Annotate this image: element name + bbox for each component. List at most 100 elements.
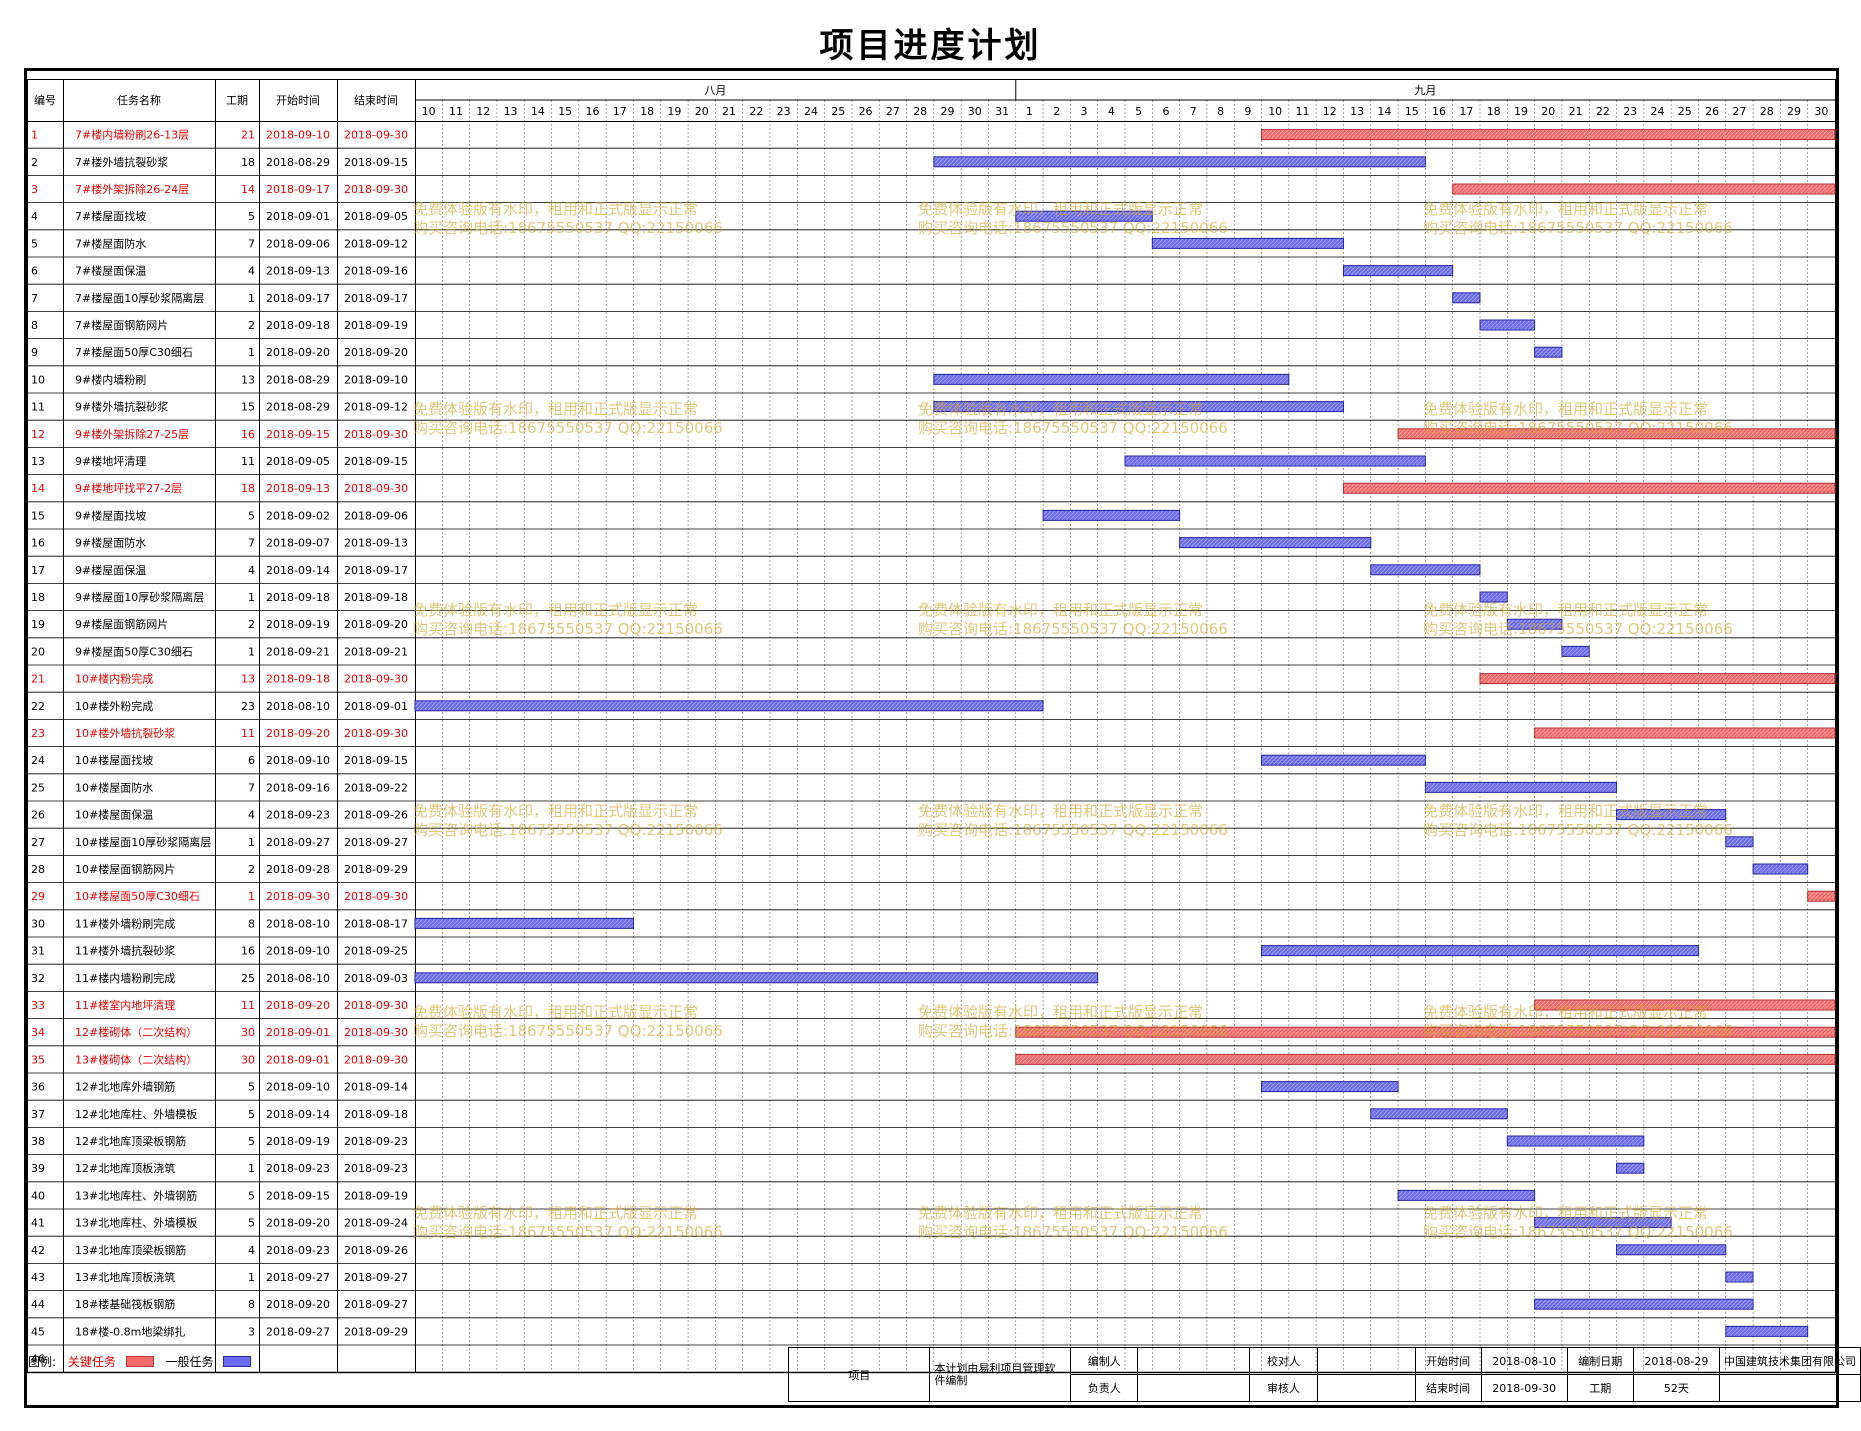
critical-task-bar [1342, 482, 1836, 494]
task-id: 10 [31, 373, 45, 386]
task-duration: 1 [248, 346, 255, 359]
task-id: 45 [31, 1325, 45, 1338]
task-name: 9#楼外墙抗裂砂浆 [75, 400, 168, 414]
task-id: 13 [31, 455, 45, 468]
task-id: 42 [31, 1244, 45, 1257]
footer-company: 中国建筑技术集团有限公司 [1718, 1347, 1861, 1375]
task-id: 25 [31, 781, 45, 794]
normal-task-bar [1479, 591, 1508, 603]
task-end: 2018-09-27 [344, 836, 408, 849]
task-start: 2018-09-10 [266, 1081, 330, 1094]
normal-task-bar [1397, 1189, 1536, 1201]
normal-task-bar [414, 700, 1044, 712]
task-name: 11#楼室内地坪清理 [75, 998, 175, 1012]
day-label: 18 [640, 105, 654, 118]
task-duration: 5 [248, 1135, 255, 1148]
day-label: 21 [1569, 105, 1583, 118]
task-name: 7#楼内墙粉刷26-13层 [75, 128, 189, 142]
normal-task-bar [414, 917, 634, 929]
task-duration: 4 [248, 564, 255, 577]
normal-task-bar [1370, 1108, 1508, 1120]
task-end: 2018-09-27 [344, 1298, 408, 1311]
day-label: 4 [1108, 105, 1115, 118]
footer-duration-label: 工期 [1566, 1374, 1634, 1402]
task-id: 2 [31, 156, 38, 169]
task-id: 6 [31, 265, 38, 278]
day-label: 23 [1623, 105, 1637, 118]
normal-task-bar [933, 401, 1344, 413]
gantt-sheet: 编号 任务名称 工期 开始时间 结束时间 八月 九月 10 11 12 13 14 15 16 17 18 19… [24, 68, 1839, 1408]
task-end: 2018-09-05 [344, 210, 408, 223]
day-label: 22 [749, 105, 763, 118]
task-start: 2018-09-20 [266, 727, 330, 740]
day-label: 20 [1541, 105, 1555, 118]
task-name: 13#北地库顶板浇筑 [75, 1270, 175, 1284]
task-start: 2018-09-20 [266, 346, 330, 359]
task-end: 2018-09-29 [344, 863, 408, 876]
task-duration: 1 [248, 890, 255, 903]
day-label: 28 [913, 105, 927, 118]
critical-task-bar [1452, 183, 1836, 195]
task-name: 13#北地库柱、外墙钢筋 [75, 1188, 197, 1202]
task-duration: 5 [248, 509, 255, 522]
critical-task-bar [1015, 1026, 1836, 1038]
task-id: 38 [31, 1135, 45, 1148]
header-end: 结束时间 [354, 94, 398, 107]
task-duration: 30 [241, 1053, 255, 1066]
normal-task-bar [1506, 618, 1563, 630]
normal-task-bar [1342, 265, 1454, 277]
task-start: 2018-09-23 [266, 1162, 330, 1175]
task-end: 2018-09-17 [344, 292, 408, 305]
task-duration: 5 [248, 1189, 255, 1202]
task-name: 11#楼外墙粉刷完成 [75, 916, 175, 930]
task-end: 2018-09-15 [344, 455, 408, 468]
task-id: 15 [31, 509, 45, 522]
task-id: 29 [31, 890, 45, 903]
critical-task-bar [1397, 428, 1836, 440]
task-end: 2018-09-24 [344, 1217, 408, 1230]
normal-task-bar [1151, 237, 1344, 249]
footer-end-value: 2018-09-30 [1480, 1374, 1568, 1402]
task-id: 4 [31, 210, 38, 223]
normal-task-bar [1616, 809, 1727, 821]
footer-duration-value: 52天 [1632, 1374, 1720, 1402]
task-end: 2018-09-30 [344, 727, 408, 740]
task-end: 2018-09-30 [344, 890, 408, 903]
normal-task-bar [1452, 292, 1481, 304]
task-start: 2018-09-01 [266, 210, 330, 223]
task-name: 13#北地库顶梁板钢筋 [75, 1243, 186, 1257]
task-id: 20 [31, 645, 45, 658]
critical-task-bar [1534, 999, 1836, 1011]
footer-date-label: 编制日期 [1566, 1347, 1634, 1375]
task-duration: 5 [248, 1081, 255, 1094]
task-duration: 6 [248, 754, 255, 767]
task-duration: 1 [248, 292, 255, 305]
normal-task-bar [1015, 210, 1153, 222]
task-name: 9#楼屋面保温 [75, 563, 146, 577]
legend-critical-swatch [125, 1356, 154, 1367]
task-name: 12#楼砌体（二次结构） [75, 1025, 197, 1039]
day-label: 15 [1405, 105, 1419, 118]
day-label: 17 [1459, 105, 1473, 118]
task-name: 7#楼外架拆除26-24层 [75, 182, 189, 196]
normal-task-bar [1261, 1081, 1399, 1093]
task-id: 41 [31, 1217, 45, 1230]
footer-project-label: 项目 [787, 1347, 931, 1402]
task-start: 2018-09-30 [266, 890, 330, 903]
task-duration: 21 [241, 129, 255, 142]
day-label: 27 [1732, 105, 1746, 118]
task-name: 11#楼外墙抗裂砂浆 [75, 944, 175, 958]
task-duration: 11 [241, 455, 255, 468]
task-end: 2018-09-30 [344, 999, 408, 1012]
day-label: 31 [995, 105, 1009, 118]
day-label: 13 [504, 105, 518, 118]
task-start: 2018-08-29 [266, 156, 330, 169]
task-end: 2018-09-30 [344, 183, 408, 196]
task-start: 2018-09-27 [266, 1271, 330, 1284]
task-duration: 8 [248, 917, 255, 930]
task-end: 2018-09-23 [344, 1162, 408, 1175]
task-start: 2018-09-20 [266, 1298, 330, 1311]
task-id: 8 [31, 319, 38, 332]
day-label: 16 [586, 105, 600, 118]
